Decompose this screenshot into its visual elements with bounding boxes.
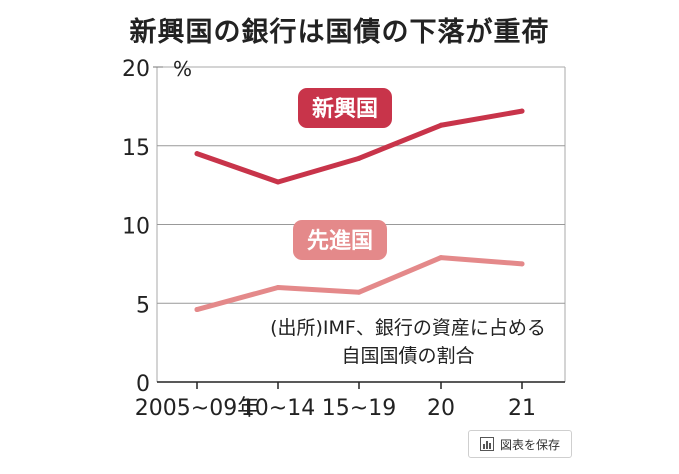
x-tick-label: 20 [427, 396, 455, 421]
data-point [519, 108, 525, 114]
x-tick-label: 2005~09年 [135, 396, 259, 421]
data-point [356, 289, 362, 295]
source-note: (出所)IMF、銀行の資産に占める [270, 317, 546, 339]
series-line [194, 255, 525, 313]
series-label-box [298, 88, 392, 128]
chart-title: 新興国の銀行は国債の下落が重荷 [129, 17, 550, 48]
y-tick-label: 10 [122, 215, 150, 240]
data-point [519, 261, 525, 267]
y-unit-label: % [173, 57, 192, 81]
source-note: 自国国債の割合 [341, 345, 474, 367]
data-point [194, 151, 200, 157]
series-label: 新興国 [312, 96, 378, 122]
x-tick-label: 21 [508, 396, 536, 421]
data-point [438, 122, 444, 128]
series-label-box [293, 220, 387, 260]
x-tick-label: 15~19 [322, 396, 396, 421]
y-tick-label: 5 [136, 293, 150, 318]
save-button-label: 図表を保存 [499, 437, 560, 452]
chart-icon [479, 437, 494, 451]
data-point [275, 285, 281, 290]
x-tick-label: 10~14 [241, 396, 315, 421]
save-chart-button[interactable]: 図表を保存 [468, 430, 572, 458]
data-point [275, 179, 281, 185]
data-point [194, 307, 200, 313]
series-label: 先進国 [307, 229, 373, 254]
y-tick-label: 0 [136, 372, 150, 397]
data-point [438, 255, 444, 261]
y-tick-label: 20 [122, 57, 150, 82]
data-point [356, 155, 362, 161]
y-tick-label: 15 [122, 136, 150, 161]
